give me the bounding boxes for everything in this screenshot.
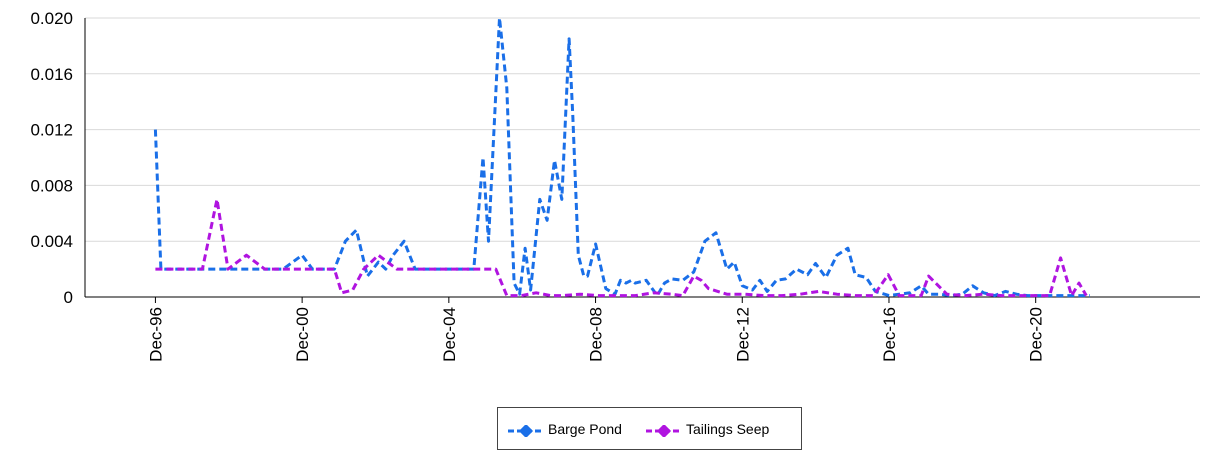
y-tick-label: 0.020 bbox=[30, 9, 73, 28]
legend-swatch-barge-pond bbox=[508, 425, 544, 437]
x-tick-label: Dec-12 bbox=[733, 307, 752, 362]
x-tick-label: Dec-20 bbox=[1027, 307, 1046, 362]
x-tick-label: Dec-04 bbox=[440, 307, 459, 362]
gridlines bbox=[85, 17, 1200, 242]
legend-label-barge-pond: Barge Pond bbox=[548, 421, 622, 437]
series-lines bbox=[153, 16, 1090, 298]
legend-swatch-tailings-seep bbox=[646, 425, 682, 437]
y-tick-label: 0 bbox=[64, 288, 73, 307]
y-tick-label: 0.012 bbox=[30, 121, 73, 140]
x-tick-label: Dec-08 bbox=[587, 307, 606, 362]
series-line-tailings-seep bbox=[155, 197, 1088, 298]
axes bbox=[84, 18, 1200, 303]
y-tick-label: 0.016 bbox=[30, 65, 73, 84]
x-tick-label: Dec-96 bbox=[146, 307, 165, 362]
x-tick-label: Dec-16 bbox=[880, 307, 899, 362]
y-tick-label: 0.004 bbox=[30, 232, 73, 251]
y-tick-label: 0.008 bbox=[30, 176, 73, 195]
x-tick-labels: Dec-96 Dec-00 Dec-04 Dec-08 Dec-12 Dec-16 Dec-… bbox=[146, 307, 1045, 362]
y-tick-labels: 0 0.004 0.008 0.012 0.016 0.020 bbox=[30, 9, 73, 307]
series-line-barge-pond bbox=[153, 16, 1090, 298]
legend: Barge Pond Tailings Seep bbox=[497, 407, 802, 450]
legend-label-tailings-seep: Tailings Seep bbox=[686, 421, 770, 437]
x-tick-label: Dec-00 bbox=[293, 307, 312, 362]
